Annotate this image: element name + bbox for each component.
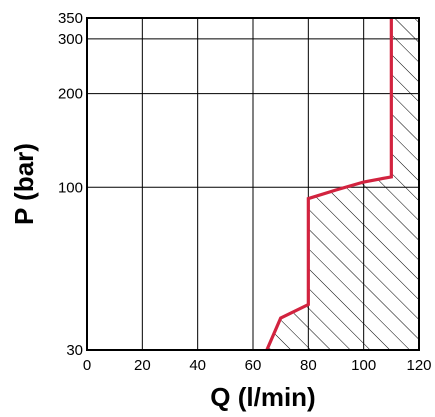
x-tick-label: 40 xyxy=(189,357,206,374)
x-axis-title: Q (l/min) xyxy=(210,382,315,412)
x-tick-label: 0 xyxy=(83,357,91,374)
y-tick-label: 100 xyxy=(58,179,83,196)
x-tick-label: 100 xyxy=(351,357,376,374)
y-tick-label: 350 xyxy=(58,10,83,27)
y-tick-label: 300 xyxy=(58,31,83,48)
tick-labels: 0 20 40 60 80 100 120 30 100 200 300 350 xyxy=(58,10,432,374)
x-tick-label: 20 xyxy=(134,357,151,374)
hatched-region xyxy=(266,18,419,350)
y-axis-title: P (bar) xyxy=(9,143,39,225)
x-tick-label: 60 xyxy=(245,357,262,374)
x-tick-label: 120 xyxy=(406,357,431,374)
series-lines xyxy=(265,18,393,351)
y-tick-label: 30 xyxy=(66,342,83,359)
axes xyxy=(86,17,420,351)
x-tick-label: 80 xyxy=(300,357,317,374)
series-line-0 xyxy=(265,18,393,351)
y-tick-label: 200 xyxy=(58,86,83,103)
hatched-area xyxy=(266,18,419,350)
plot-frame xyxy=(86,17,420,351)
